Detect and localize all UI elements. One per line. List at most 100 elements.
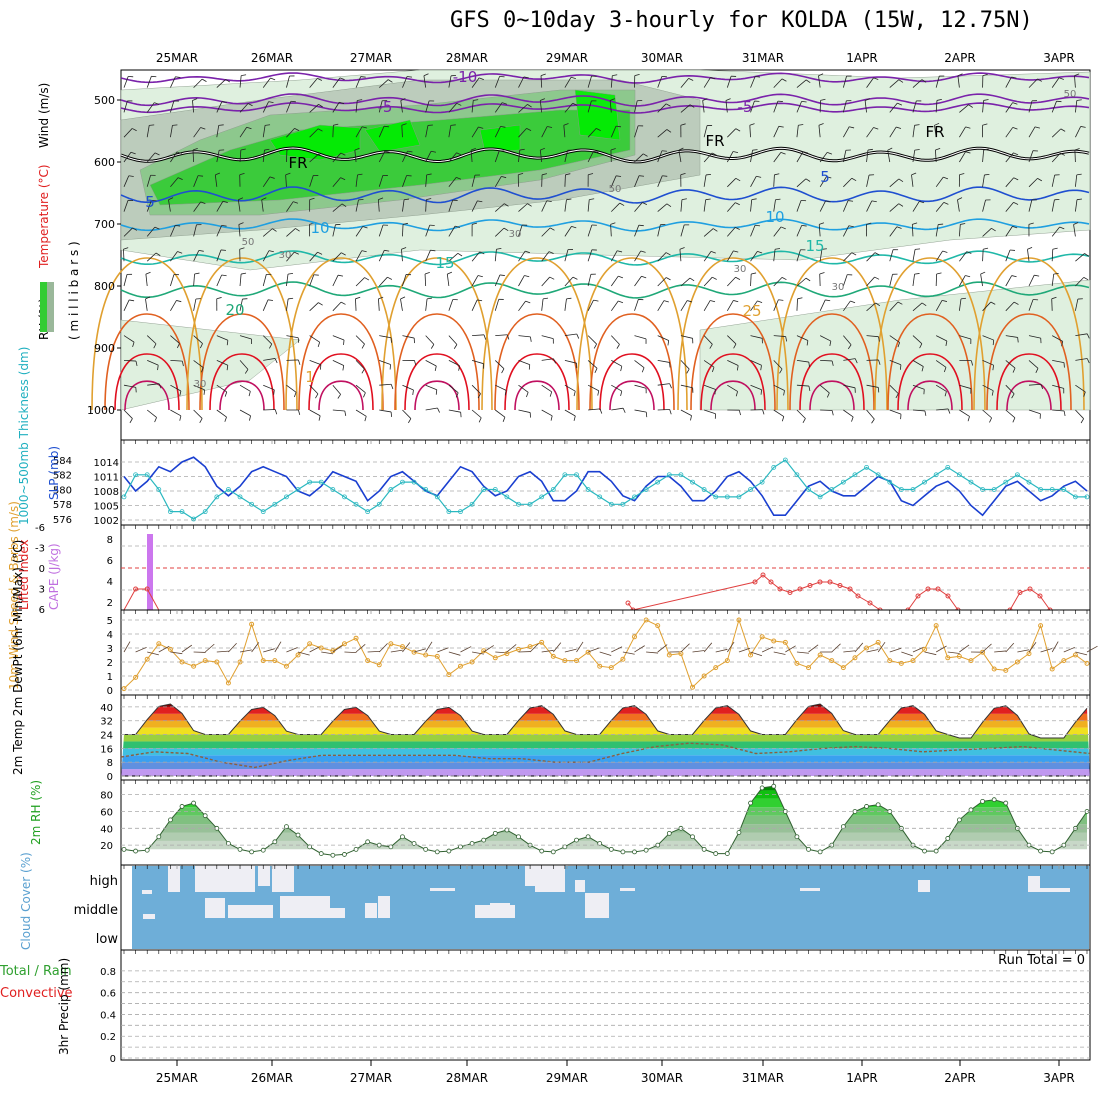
wind-barb — [611, 335, 620, 345]
wind-speed-point — [968, 658, 974, 664]
rh-point — [701, 846, 707, 852]
wind-barb-flag — [819, 272, 825, 275]
wind-barb-flag — [553, 358, 556, 364]
date-label-top: 27MAR — [350, 51, 392, 65]
thickness-point — [458, 509, 463, 515]
wind-barb — [796, 651, 809, 654]
wind-barb — [216, 335, 229, 341]
wind-barb — [982, 409, 992, 419]
wind-barb — [286, 75, 290, 88]
wind-barb-flag — [566, 297, 572, 300]
surface-isotherm — [219, 380, 265, 411]
rh-point — [713, 851, 719, 856]
wind-barb-flag — [688, 78, 694, 81]
wind-barb-flag — [871, 200, 877, 203]
wind-speed-point — [991, 666, 997, 672]
thickness-point — [249, 501, 255, 507]
wind-barb — [657, 150, 663, 163]
thickness-tick-label: 580 — [53, 485, 72, 496]
rh-point — [864, 804, 869, 809]
wind-speed-point — [632, 634, 638, 640]
rh-tick-label: 40 — [100, 824, 113, 835]
surface-isotherm — [887, 313, 973, 411]
wind-barb — [703, 276, 713, 287]
cloud-level-low: low — [96, 932, 119, 947]
wind-barb-flag — [1058, 77, 1064, 80]
wind-barb-flag — [797, 297, 803, 300]
wind-barb — [274, 641, 282, 653]
wind-barb — [796, 151, 804, 163]
wind-barb — [958, 224, 961, 237]
wind-barb-flag — [942, 250, 948, 253]
date-label-bottom: 29MAR — [546, 1071, 588, 1085]
wind-barb-flag — [665, 252, 671, 256]
thickness-point — [284, 494, 289, 500]
wind-barb — [470, 150, 473, 163]
rh-point — [179, 804, 185, 809]
wind-barb — [703, 300, 711, 312]
wind-speed-point — [597, 663, 603, 669]
thickness-point — [411, 479, 417, 485]
isotherm-15 — [120, 250, 1090, 266]
wind-barb-flag — [780, 151, 786, 155]
wind-barb-flag — [705, 198, 711, 201]
wind-barb — [379, 360, 391, 365]
bottom-date-axis: 25MAR 26MAR 27MAR 28MAR 29MAR 30MAR 31MAR 1APR 2… — [156, 1071, 1075, 1085]
wind-barb-flag — [774, 248, 781, 250]
wind-barb — [796, 277, 807, 287]
wind-barb — [887, 150, 891, 163]
wind-barb-flag — [290, 100, 296, 103]
wind-barb-flag — [711, 152, 717, 156]
wind-speed-point — [214, 659, 220, 665]
wind-barb-flag — [593, 343, 597, 349]
wind-barb — [123, 128, 133, 138]
wind-barb-flag — [936, 99, 942, 101]
wind-barb-flag — [549, 391, 553, 397]
wind-barb — [1005, 642, 1015, 653]
wind-barb — [400, 100, 403, 113]
wind-barb-flag — [454, 225, 460, 228]
y-tick-label: 500 — [94, 94, 115, 107]
wind-barb-flag — [757, 250, 763, 254]
wind-barb — [471, 299, 478, 311]
wind-barb-flag — [919, 343, 923, 349]
wind-barb — [657, 224, 661, 237]
wind-barb-flag — [132, 227, 138, 231]
wind-barb — [425, 384, 437, 391]
wind-barb-flag — [1059, 226, 1065, 230]
wind-barb — [123, 200, 129, 212]
wind-barb — [889, 384, 899, 394]
wind-barb — [193, 127, 201, 138]
thickness-point — [620, 501, 626, 507]
wind-barb — [564, 333, 577, 336]
wind-barb — [483, 645, 494, 653]
wind-barb — [610, 224, 612, 237]
wind-barb-flag — [875, 302, 881, 307]
wind-barb — [518, 275, 525, 287]
wind-barb — [587, 128, 597, 138]
wind-barb-flag — [341, 252, 346, 256]
temp-band — [121, 741, 1090, 749]
date-label-top: 31MAR — [742, 51, 784, 65]
wind-barb — [170, 274, 175, 287]
wind-speed-point — [353, 635, 359, 641]
wind-barb — [634, 335, 647, 340]
rh-point — [585, 834, 591, 840]
wind-barb — [866, 127, 874, 138]
wind-barb — [959, 335, 971, 340]
wind-barb-flag — [430, 344, 435, 349]
rh-point — [956, 817, 962, 823]
rh-point — [1049, 849, 1055, 855]
wind-barb — [262, 250, 270, 262]
wind-barb-flag — [244, 369, 249, 374]
wind-barb-flag — [378, 197, 384, 201]
wind-barb — [181, 644, 193, 653]
wind-barb — [610, 300, 619, 312]
wind-barb-flag — [506, 334, 510, 340]
wind-barb-flag — [983, 247, 989, 250]
temp-tick-label: 16 — [100, 744, 113, 755]
wind-barb — [147, 360, 159, 366]
cloud-block — [535, 866, 565, 892]
wind-barb-flag — [426, 173, 432, 176]
wind-barb-flag — [357, 99, 363, 101]
